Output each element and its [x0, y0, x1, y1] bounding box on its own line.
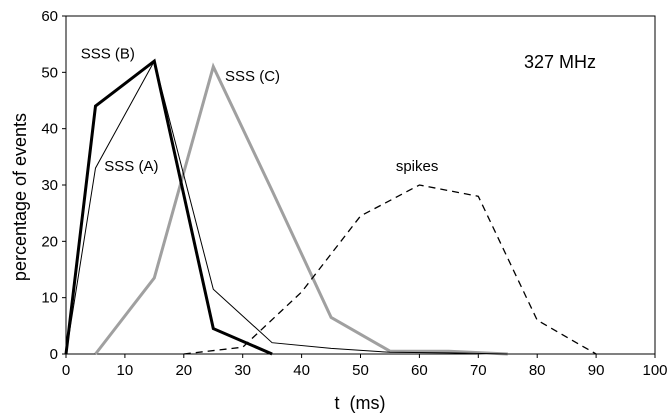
- x-tick-label: 20: [175, 362, 192, 379]
- x-tick-label: 100: [642, 362, 667, 379]
- y-tick-label: 20: [41, 233, 58, 250]
- axes: 0 10 20 30 40 50 60 70 80 90 100 0 10 20 30 40 50 60: [41, 8, 667, 379]
- series-label-spikes: spikes: [396, 158, 439, 175]
- labels-layer: SSS (A) SSS (B) SSS (C) spikes: [81, 45, 439, 175]
- series-label-sss-c: SSS (C): [225, 68, 280, 85]
- series-label-sss-b: SSS (B): [81, 45, 135, 62]
- series-line-spikes: [183, 184, 597, 355]
- x-tick-label: 50: [352, 362, 369, 379]
- series-label-sss-a: SSS (A): [104, 158, 158, 175]
- y-tick-label: 10: [41, 290, 58, 307]
- y-tick-label: 50: [41, 64, 58, 81]
- x-axis-title: t (ms): [335, 393, 386, 413]
- series-layer: [64, 58, 597, 356]
- x-tick-label: 60: [411, 362, 428, 379]
- x-tick-label: 10: [117, 362, 134, 379]
- series-line-sss-b: [64, 58, 273, 356]
- x-tick-label: 70: [470, 362, 487, 379]
- x-tick-label: 0: [62, 362, 70, 379]
- y-tick-label: 40: [41, 121, 58, 138]
- x-tick-label: 30: [234, 362, 251, 379]
- y-axis-title: percentage of events: [10, 113, 30, 281]
- x-tick-label: 40: [293, 362, 310, 379]
- x-tick-label: 80: [529, 362, 546, 379]
- x-tick-label: 90: [588, 362, 605, 379]
- y-tick-label: 30: [41, 177, 58, 194]
- frequency-annotation: 327 MHz: [524, 52, 596, 72]
- series-line-sss-a: [65, 59, 508, 355]
- series-line-sss-c: [94, 62, 508, 356]
- y-tick-label: 0: [50, 346, 58, 363]
- y-tick-label: 60: [41, 8, 58, 25]
